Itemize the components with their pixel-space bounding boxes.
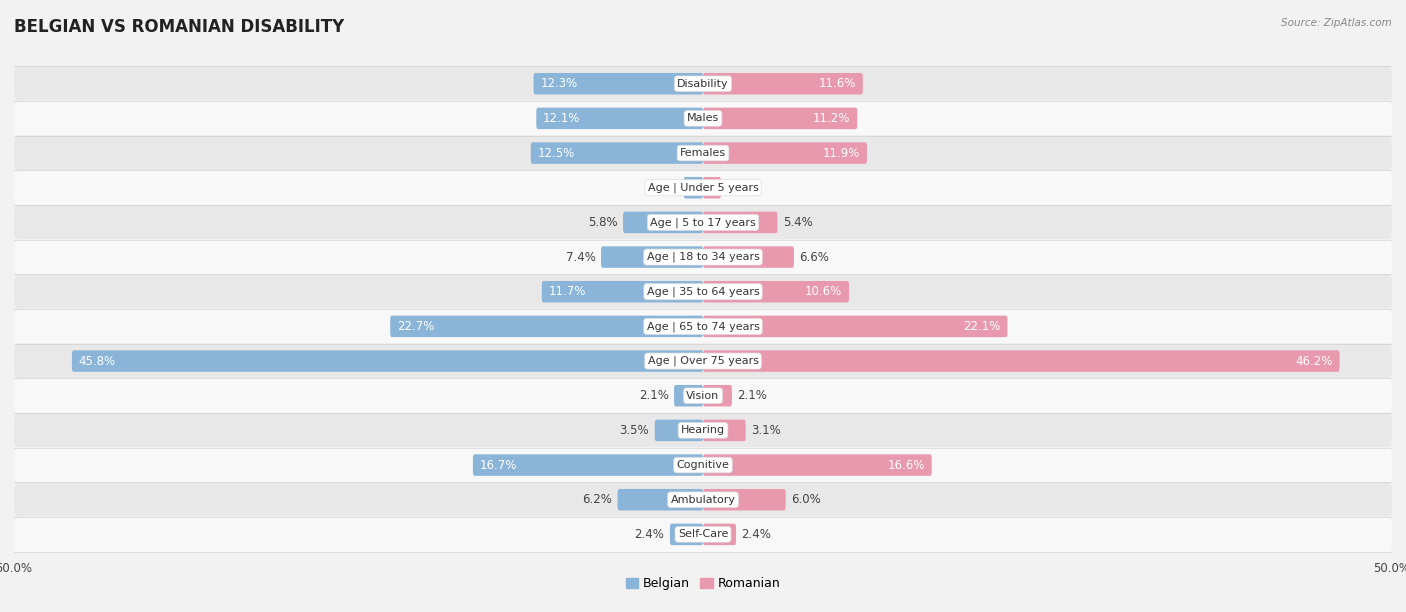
FancyBboxPatch shape [669,524,703,545]
Text: Ambulatory: Ambulatory [671,494,735,505]
FancyBboxPatch shape [14,135,1392,171]
Text: Self-Care: Self-Care [678,529,728,539]
Text: 7.4%: 7.4% [565,250,596,264]
Text: 12.3%: 12.3% [540,77,578,90]
Text: 46.2%: 46.2% [1295,354,1333,368]
FancyBboxPatch shape [14,343,1392,379]
Text: 22.1%: 22.1% [963,320,1001,333]
FancyBboxPatch shape [703,281,849,302]
Text: 3.1%: 3.1% [751,424,780,437]
FancyBboxPatch shape [703,420,745,441]
FancyBboxPatch shape [703,489,786,510]
FancyBboxPatch shape [703,524,737,545]
Text: Age | Over 75 years: Age | Over 75 years [648,356,758,367]
FancyBboxPatch shape [536,108,703,129]
FancyBboxPatch shape [531,143,703,164]
Text: 2.4%: 2.4% [741,528,772,541]
FancyBboxPatch shape [533,73,703,94]
Text: 6.2%: 6.2% [582,493,612,506]
Text: 6.6%: 6.6% [800,250,830,264]
Text: BELGIAN VS ROMANIAN DISABILITY: BELGIAN VS ROMANIAN DISABILITY [14,18,344,36]
Text: Females: Females [681,148,725,158]
Text: 11.9%: 11.9% [823,146,860,160]
FancyBboxPatch shape [14,274,1392,310]
Text: Males: Males [688,113,718,124]
FancyBboxPatch shape [14,205,1392,240]
Text: 11.7%: 11.7% [548,285,586,298]
FancyBboxPatch shape [703,316,1008,337]
FancyBboxPatch shape [14,170,1392,206]
Text: 12.1%: 12.1% [543,112,581,125]
Text: Age | 18 to 34 years: Age | 18 to 34 years [647,252,759,263]
Text: 1.3%: 1.3% [727,181,756,194]
Text: 45.8%: 45.8% [79,354,115,368]
Text: Age | 5 to 17 years: Age | 5 to 17 years [650,217,756,228]
Text: 11.6%: 11.6% [818,77,856,90]
Text: 16.6%: 16.6% [887,458,925,472]
FancyBboxPatch shape [14,239,1392,275]
FancyBboxPatch shape [703,212,778,233]
Legend: Belgian, Romanian: Belgian, Romanian [620,572,786,595]
FancyBboxPatch shape [391,316,703,337]
Text: 2.1%: 2.1% [638,389,669,402]
Text: Disability: Disability [678,79,728,89]
FancyBboxPatch shape [703,454,932,476]
Text: Age | 35 to 64 years: Age | 35 to 64 years [647,286,759,297]
FancyBboxPatch shape [703,73,863,94]
FancyBboxPatch shape [655,420,703,441]
FancyBboxPatch shape [541,281,703,302]
Text: Age | 65 to 74 years: Age | 65 to 74 years [647,321,759,332]
FancyBboxPatch shape [617,489,703,510]
FancyBboxPatch shape [600,246,703,268]
FancyBboxPatch shape [14,447,1392,483]
Text: 12.5%: 12.5% [537,146,575,160]
Text: 16.7%: 16.7% [479,458,517,472]
Text: 2.4%: 2.4% [634,528,665,541]
FancyBboxPatch shape [683,177,703,198]
Text: 2.1%: 2.1% [738,389,768,402]
FancyBboxPatch shape [703,385,733,406]
FancyBboxPatch shape [14,66,1392,102]
FancyBboxPatch shape [623,212,703,233]
FancyBboxPatch shape [14,412,1392,448]
Text: Cognitive: Cognitive [676,460,730,470]
FancyBboxPatch shape [14,517,1392,552]
FancyBboxPatch shape [703,350,1340,372]
FancyBboxPatch shape [14,378,1392,413]
Text: 6.0%: 6.0% [792,493,821,506]
FancyBboxPatch shape [14,482,1392,517]
FancyBboxPatch shape [14,308,1392,344]
FancyBboxPatch shape [703,177,721,198]
FancyBboxPatch shape [72,350,703,372]
Text: Age | Under 5 years: Age | Under 5 years [648,182,758,193]
Text: 22.7%: 22.7% [396,320,434,333]
Text: 5.4%: 5.4% [783,216,813,229]
FancyBboxPatch shape [472,454,703,476]
FancyBboxPatch shape [703,246,794,268]
Text: 3.5%: 3.5% [620,424,650,437]
Text: Source: ZipAtlas.com: Source: ZipAtlas.com [1281,18,1392,28]
FancyBboxPatch shape [14,101,1392,136]
Text: Vision: Vision [686,390,720,401]
Text: Hearing: Hearing [681,425,725,435]
FancyBboxPatch shape [703,108,858,129]
FancyBboxPatch shape [673,385,703,406]
Text: 5.8%: 5.8% [588,216,617,229]
Text: 11.2%: 11.2% [813,112,851,125]
FancyBboxPatch shape [703,143,868,164]
Text: 10.6%: 10.6% [804,285,842,298]
Text: 1.4%: 1.4% [648,181,678,194]
